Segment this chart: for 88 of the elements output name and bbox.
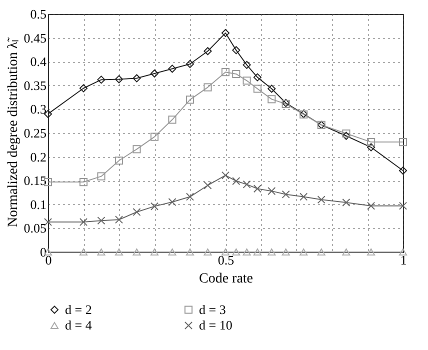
point xyxy=(168,116,176,124)
point xyxy=(367,202,376,210)
point xyxy=(150,69,159,78)
point xyxy=(268,84,276,93)
point xyxy=(221,248,230,256)
y-tick-label: 0.2 xyxy=(30,149,46,164)
point xyxy=(79,248,88,256)
point xyxy=(253,73,262,82)
point xyxy=(150,132,159,141)
y-tick-label: 0.15 xyxy=(24,173,46,188)
point xyxy=(253,84,262,93)
point xyxy=(132,208,141,216)
point xyxy=(317,248,326,256)
y-tick-label: 0.05 xyxy=(24,220,46,236)
point xyxy=(398,202,408,210)
point xyxy=(232,46,240,54)
legend-label: d = 4 xyxy=(65,318,92,332)
point xyxy=(232,70,240,78)
x-axis-title: Code rate xyxy=(198,272,254,286)
point xyxy=(150,248,159,256)
point xyxy=(242,76,251,85)
point xyxy=(221,29,230,38)
point xyxy=(232,248,240,256)
point xyxy=(204,47,212,56)
y-tick-label: 0.3 xyxy=(30,102,46,117)
point xyxy=(114,75,124,84)
point xyxy=(268,95,276,104)
point xyxy=(132,145,141,154)
point xyxy=(132,74,141,82)
point xyxy=(150,202,159,210)
y-tick-label: 0.35 xyxy=(24,78,46,93)
point xyxy=(342,198,350,207)
point xyxy=(253,184,262,193)
y-tick-label: 0.5 xyxy=(30,6,46,22)
point xyxy=(242,60,251,69)
point xyxy=(97,216,106,225)
point xyxy=(242,180,251,188)
point xyxy=(168,64,176,73)
point xyxy=(168,248,176,256)
point xyxy=(114,216,124,224)
point xyxy=(268,248,276,256)
point xyxy=(186,60,194,68)
legend-label: d = 3 xyxy=(199,302,226,317)
point xyxy=(342,129,350,138)
point xyxy=(186,96,194,104)
point xyxy=(300,248,308,256)
point xyxy=(204,83,212,92)
legend-label: d = 2 xyxy=(65,302,92,317)
point xyxy=(186,248,194,256)
point xyxy=(79,178,88,186)
point xyxy=(232,177,240,186)
point xyxy=(79,218,88,226)
y-tick-label: 0.25 xyxy=(24,126,46,140)
point xyxy=(342,248,350,256)
point xyxy=(367,143,376,152)
point xyxy=(97,76,106,84)
point xyxy=(342,132,350,140)
point xyxy=(268,187,276,196)
x-tick-label: 0.5 xyxy=(218,252,234,268)
point xyxy=(168,198,176,206)
point xyxy=(242,248,251,256)
y-tick-label: 0.4 xyxy=(30,54,47,70)
point xyxy=(398,248,408,256)
point xyxy=(221,68,230,76)
point xyxy=(186,192,194,201)
point xyxy=(114,248,124,256)
point xyxy=(97,248,106,256)
point xyxy=(317,196,326,204)
point xyxy=(282,248,290,256)
point xyxy=(367,248,376,256)
y-tick-label: 0.1 xyxy=(30,196,46,212)
y-tick-label: 0.45 xyxy=(24,30,46,46)
x-tick-label: 1 xyxy=(400,252,407,268)
point xyxy=(398,138,408,146)
legend-label: d = 10 xyxy=(199,318,232,332)
point xyxy=(221,171,230,180)
point xyxy=(204,181,212,190)
point xyxy=(97,172,106,180)
point xyxy=(300,192,308,201)
point xyxy=(132,248,141,256)
point xyxy=(282,190,290,198)
point xyxy=(398,166,408,175)
point xyxy=(253,248,262,256)
point xyxy=(367,138,376,146)
point xyxy=(79,84,88,92)
point xyxy=(204,248,212,256)
y-axis-title: Normalized degree distribution λ̃ₗ xyxy=(6,36,21,228)
point xyxy=(114,156,124,165)
